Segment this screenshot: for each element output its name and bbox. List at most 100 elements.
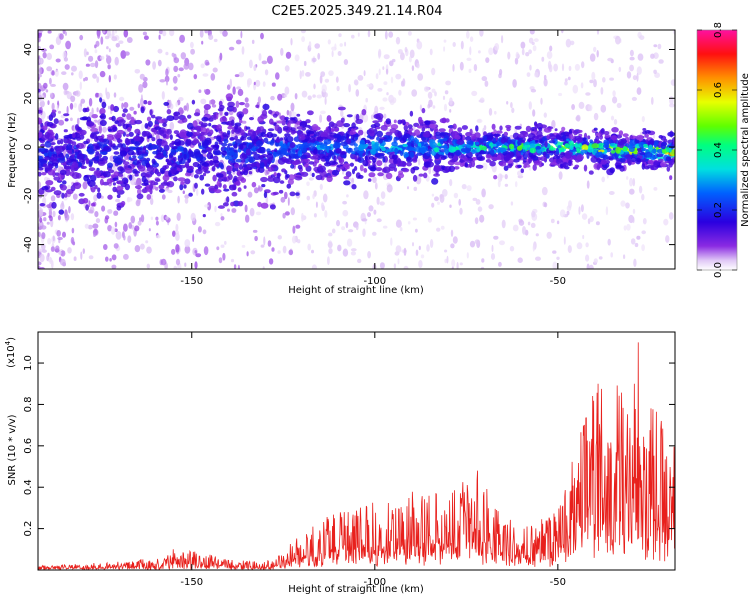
spectrogram-cell (142, 146, 147, 154)
spectrogram-cell (529, 147, 537, 154)
spectrogram-cell (346, 114, 353, 118)
spectrogram-cell (555, 158, 564, 165)
spectrogram-cell (158, 34, 161, 40)
spectrogram-cell (193, 174, 199, 179)
spectrogram-cell (184, 178, 191, 185)
spectrogram-cell (106, 55, 112, 65)
spectrogram-cell (213, 38, 218, 43)
spectrogram-cell (439, 193, 443, 199)
spectrogram-cell (104, 215, 110, 220)
spectrogram-cell (632, 217, 635, 224)
spectrogram-cell (450, 243, 455, 249)
spectrogram-cell (145, 162, 151, 168)
spectrogram-cell (551, 119, 556, 129)
spectrogram-cell (368, 205, 374, 212)
spectrogram-cell (203, 89, 207, 93)
spectrogram-cell (411, 65, 415, 71)
spectrogram-cell (240, 129, 245, 136)
spectrogram-cell (318, 165, 326, 173)
spectrogram-cell (610, 252, 613, 258)
spectrogram-cell (456, 139, 465, 145)
spectrogram-cell (378, 48, 382, 58)
spectrogram-cell (170, 162, 178, 168)
spectrogram-cell (629, 56, 635, 61)
spectrogram-cell (466, 30, 470, 39)
spectrogram-cell (197, 163, 202, 170)
spectrogram-cell (483, 125, 487, 131)
spectrogram-cell (407, 141, 412, 147)
spectrogram-cell (552, 250, 557, 254)
spectrogram-cell (434, 147, 439, 153)
spectrogram-cell (88, 97, 93, 107)
spectrogram-cell (182, 190, 185, 194)
spectrogram-cell (226, 165, 234, 172)
spectrogram-cell (642, 130, 648, 135)
spectrogram-cell (130, 215, 136, 224)
spectrogram-cell (190, 212, 196, 222)
spectrogram-cell (41, 232, 46, 240)
spectrogram-cell (395, 73, 402, 80)
spectrogram-cell (64, 64, 70, 70)
spectrogram-cell (380, 191, 386, 200)
spectrogram-cell (38, 158, 47, 163)
spectrogram-cell (216, 135, 222, 142)
spectrogram-cell (234, 74, 240, 78)
spectrogram-cell (80, 251, 83, 260)
spectrogram-cell (257, 201, 262, 208)
spectrogram-cell (598, 256, 603, 260)
spectrogram-cell (529, 64, 532, 71)
spectrogram-cell (51, 109, 57, 113)
spectrogram-cell (624, 154, 633, 159)
spectrogram-cell (243, 166, 249, 173)
spectrogram-cell (569, 145, 574, 151)
spectrogram-cell (38, 261, 42, 266)
spectrogram-cell (321, 202, 324, 210)
spectrogram-cell (368, 127, 375, 134)
spectrogram-cell (476, 146, 481, 153)
spectrogram-cell (93, 170, 102, 177)
spectrogram-cell (122, 108, 128, 113)
spectrogram-cell (641, 193, 645, 201)
spectrogram-cell (541, 186, 548, 196)
spectrogram-cell (87, 180, 96, 187)
spectrogram-cell (247, 78, 252, 86)
spectrogram-cell (318, 142, 323, 146)
spectrogram-cell (610, 135, 618, 141)
spectrogram-cell (457, 127, 463, 133)
spectrogram-cell (629, 188, 635, 195)
spectrogram-cell (66, 105, 69, 115)
spectrogram-cell (94, 92, 99, 98)
spectrogram-cell (609, 167, 615, 174)
spectrogram-cell (42, 196, 47, 205)
spectrogram-cell (232, 166, 236, 173)
spectrogram-cell (129, 174, 133, 181)
spectrogram-cell (425, 151, 431, 156)
spectrogram-cell (531, 211, 536, 218)
spectrogram-cell (442, 189, 448, 197)
spectrogram-cell (96, 76, 100, 83)
spectrogram-cell (204, 204, 209, 208)
spectrogram-cell (481, 188, 486, 198)
spectrogram-cell (523, 164, 527, 169)
spectrogram-cell (416, 62, 420, 69)
spectrogram-cell (241, 244, 246, 248)
spectrogram-cell (234, 139, 242, 145)
spectrogram-cell (90, 174, 97, 182)
spectrogram-cell (106, 178, 113, 184)
spectrogram-cell (351, 184, 357, 190)
spectrogram-cell (653, 44, 658, 48)
spectrogram-cell (461, 184, 467, 190)
spectrogram-cell (487, 134, 494, 141)
spectrogram-cell (431, 67, 436, 76)
spectrogram-cell (172, 230, 176, 237)
spectrogram-cell (669, 96, 674, 105)
spectrogram-cell (227, 130, 231, 135)
spectrogram-cell (186, 165, 193, 172)
spectrogram-cell (156, 139, 162, 146)
spectrogram-cell (50, 246, 56, 252)
spectrogram-cell (113, 105, 119, 113)
spectrogram-cell (632, 178, 636, 187)
colorbar-tick-label: 0.4 (713, 142, 724, 158)
snr-ytick-label: 0.8 (23, 396, 34, 412)
spectrogram-cell (385, 118, 391, 125)
